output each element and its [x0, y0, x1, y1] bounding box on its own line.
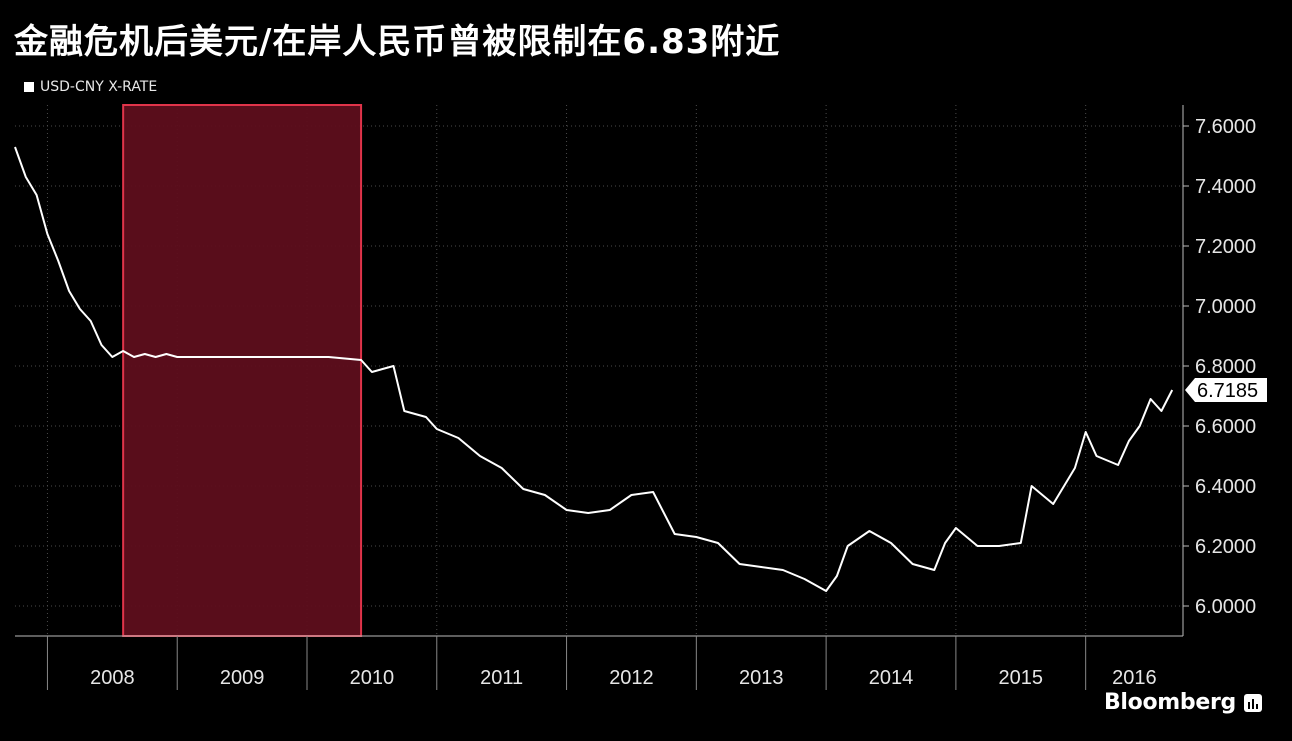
y-tick-label: 7.4000 — [1195, 176, 1256, 198]
y-tick-label: 7.6000 — [1195, 116, 1256, 138]
x-tick-label: 2010 — [350, 667, 395, 689]
x-tick-label: 2014 — [869, 667, 914, 689]
x-tick-label: 2013 — [739, 667, 784, 689]
y-tick-label: 6.8000 — [1195, 356, 1256, 378]
y-tick-label: 6.0000 — [1195, 596, 1256, 618]
legend-swatch — [24, 82, 34, 92]
series-line — [14, 146, 1174, 592]
terminal-icon — [1244, 693, 1262, 712]
x-tick-label: 2011 — [480, 667, 523, 689]
last-value-marker: 6.7185 — [1185, 378, 1267, 402]
y-tick-label: 6.6000 — [1195, 416, 1256, 438]
bloomberg-logo: Bloomberg — [1104, 690, 1262, 715]
y-tick-label: 6.2000 — [1195, 536, 1256, 558]
x-tick-label: 2015 — [999, 667, 1044, 689]
x-tick-label: 2008 — [90, 667, 135, 689]
x-tick-label: 2009 — [220, 667, 265, 689]
legend-label: USD-CNY X-RATE — [40, 79, 158, 95]
x-tick-label: 2012 — [609, 667, 654, 689]
brand-text: Bloomberg — [1103, 690, 1236, 715]
x-tick-label: 2016 — [1112, 667, 1157, 689]
y-axis: 7.6000 7.4000 7.2000 7.0000 6.8000 6.6000 6.40… — [1182, 105, 1256, 636]
last-value-box — [1185, 378, 1267, 402]
chart-title: 金融危机后美元/在岸人民币曾被限制在6.83附近 — [14, 22, 781, 62]
y-tick-label: 6.4000 — [1195, 476, 1256, 498]
y-tick-label: 7.2000 — [1195, 236, 1256, 258]
legend: USD-CNY X-RATE — [24, 79, 157, 95]
last-value-label: 6.7185 — [1197, 380, 1258, 402]
highlight-band — [122, 104, 363, 637]
y-tick-label: 7.0000 — [1195, 296, 1256, 318]
x-axis: 2008 2009 2010 2011 2012 2013 2014 2015 2016 — [15, 635, 1183, 690]
